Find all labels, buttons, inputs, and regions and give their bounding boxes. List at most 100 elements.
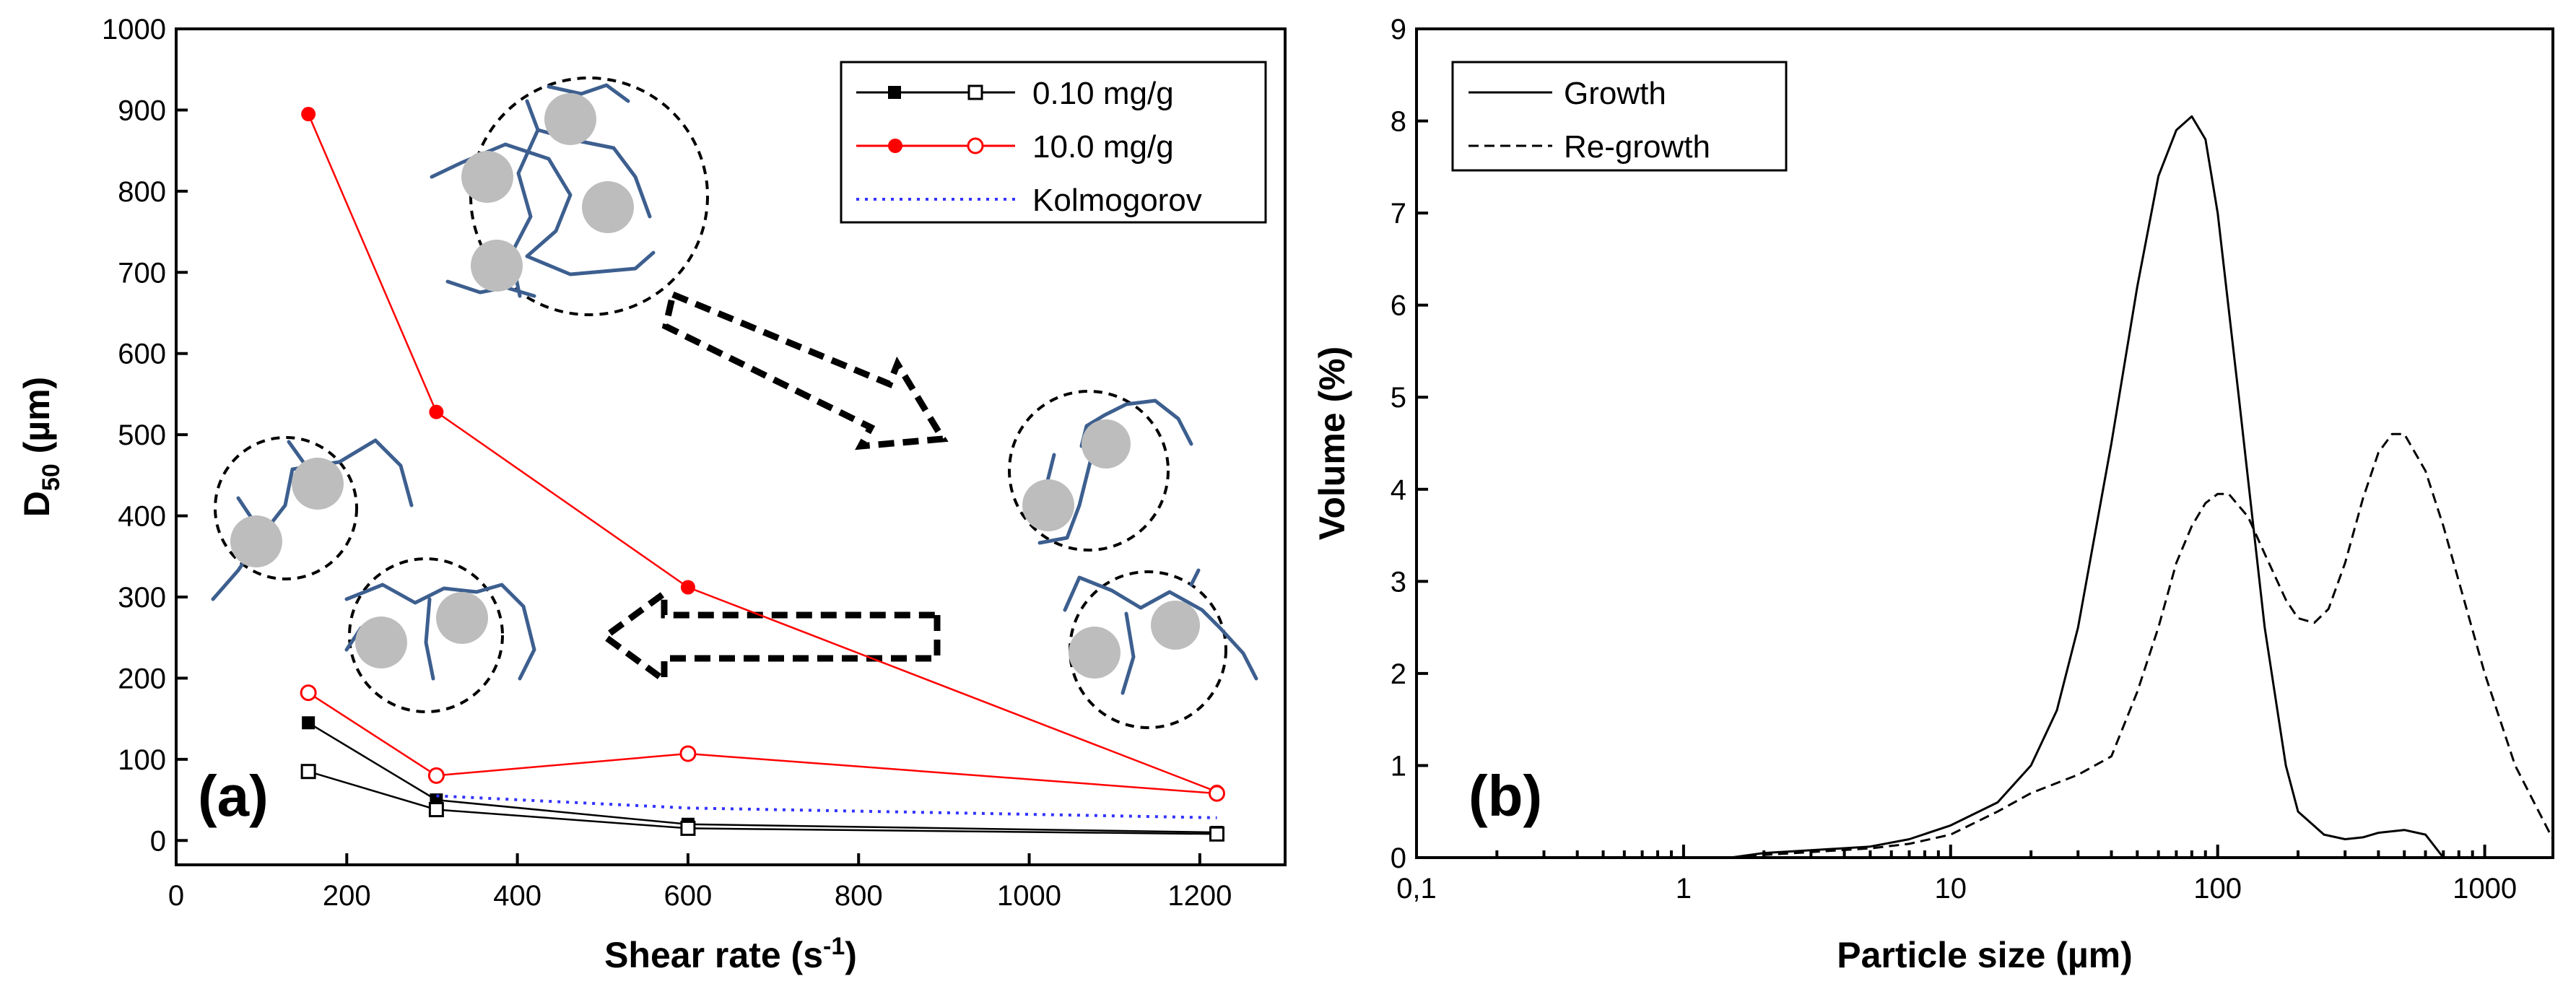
data-point-square-open <box>300 764 316 780</box>
arrow-right-icon <box>661 289 949 450</box>
panel-a-frame <box>175 27 1287 866</box>
fibre-strand <box>1037 460 1092 545</box>
series-line-0 <box>308 722 1217 834</box>
undefined <box>1063 568 1258 729</box>
undefined <box>430 77 709 316</box>
legend-label-regrowth: Re-growth <box>1564 129 1710 165</box>
particle-circle <box>1082 419 1131 469</box>
floc-illustrations <box>211 77 1258 729</box>
panel-b-x-tick-label: 0,1 <box>1396 873 1437 905</box>
panel-a-y-tick-label: 600 <box>118 339 166 370</box>
legend-marker-square-filled <box>888 86 901 99</box>
panel-b-frame <box>1415 27 2554 859</box>
panel-a-y-tick-label: 1000 <box>102 14 166 45</box>
panel-b-y-tick-label: 1 <box>1391 750 1406 782</box>
panel-b-y-tick-label: 5 <box>1391 382 1406 414</box>
panel-b-legend: Growth Re-growth <box>1451 61 1788 172</box>
panel-a-legend: 0.10 mg/g 10.0 mg/g Kolmogorov <box>840 61 1267 224</box>
panel-a-y-axis-title-main: D <box>17 491 57 517</box>
panel-a-x-axis-title-end: ) <box>845 935 857 975</box>
panel-a-x-tick-label: 1200 <box>1167 880 1232 912</box>
panel-b-x-tick-label: 100 <box>2193 873 2242 905</box>
panel-b-x-tick-label: 10 <box>1935 873 1967 905</box>
panel-a-y-axis-title: D50 (µm) <box>17 377 65 517</box>
legend-box <box>840 61 1267 224</box>
legend-marker-square-open <box>967 84 983 100</box>
fibre-strand <box>1079 398 1193 448</box>
panel-b-label: (b) <box>1468 764 1542 828</box>
arrow-left-icon <box>599 587 941 687</box>
particle-circle <box>1151 601 1200 650</box>
data-point-circle-open <box>1208 785 1225 802</box>
panel-a-y-tick-label: 100 <box>118 744 166 776</box>
panel-a-ticks: 0 200 400 600 800 1000 1200 0 100 200 300 400 500 600… <box>102 14 1232 912</box>
fibre-strand <box>1189 568 1201 587</box>
data-point-square-open <box>428 802 444 818</box>
panel-b-y-tick-label: 3 <box>1391 566 1406 598</box>
panel-a-y-tick-label: 400 <box>118 501 166 533</box>
floc-boundary-circle <box>348 557 504 713</box>
fibre-strand <box>547 83 630 103</box>
panel-a-y-tick-label: 200 <box>118 663 166 694</box>
data-point-square-filled <box>302 716 316 730</box>
panel-a-y-tick-label: 0 <box>150 825 166 857</box>
chart-panel-b: 0,1 1 10 100 1000 0 1 2 3 4 5 6 7 8 9 Growth Re-growth… <box>1312 14 2554 975</box>
panel-a-y-axis-title-end: (µm) <box>17 377 57 463</box>
undefined <box>211 436 414 601</box>
particle-circle <box>292 458 344 510</box>
series-line-1 <box>308 770 1217 835</box>
undefined <box>1008 390 1193 552</box>
undefined <box>344 557 536 713</box>
particle-circle <box>436 592 488 644</box>
particle-circle <box>582 181 634 233</box>
particle-circle <box>544 93 596 145</box>
panel-a-y-tick-label: 500 <box>118 419 166 451</box>
panel-b-y-tick-label: 7 <box>1391 198 1406 230</box>
fibre-strand <box>344 583 536 681</box>
series-line-4 <box>436 794 1217 819</box>
panel-a-x-tick-label: 400 <box>493 880 541 912</box>
panel-a-y-tick-label: 300 <box>118 582 166 614</box>
legend-marker-circle-filled <box>888 139 902 153</box>
data-point-square-open <box>1209 826 1224 842</box>
legend-label-kolmogorov: Kolmogorov <box>1032 183 1202 218</box>
panel-b-ticks: 0,1 1 10 100 1000 0 1 2 3 4 5 6 7 8 9 <box>1391 14 2517 905</box>
data-point-circle-open <box>300 684 317 702</box>
panel-b-y-tick-label: 8 <box>1391 106 1406 138</box>
panel-a-series <box>300 107 1225 842</box>
panel-b-series <box>1730 115 2553 858</box>
panel-b-x-axis-title: Particle size (µm) <box>1837 935 2133 975</box>
floc-boundary-circle <box>1008 390 1170 552</box>
series-line-2 <box>307 113 1217 793</box>
panel-a-y-tick-label: 800 <box>118 176 166 208</box>
fibre-strand <box>287 440 305 464</box>
floc-boundary-circle <box>214 436 358 580</box>
data-point-circle-open <box>679 745 697 762</box>
data-point-circle-open <box>427 767 445 784</box>
panel-a-x-axis-title-sup: -1 <box>823 933 845 960</box>
particle-circle <box>230 515 282 567</box>
legend-marker-circle-open <box>967 137 984 154</box>
panel-b-y-tick-label: 9 <box>1391 14 1406 45</box>
legend-label-010: 0.10 mg/g <box>1032 76 1174 111</box>
particle-circle <box>1022 479 1074 531</box>
panel-b-x-tick-label: 1 <box>1676 873 1692 905</box>
legend-label-10: 10.0 mg/g <box>1032 129 1174 165</box>
data-point-circle-filled <box>680 580 695 595</box>
panel-b-y-tick-label: 2 <box>1391 658 1406 690</box>
panel-a-y-tick-label: 700 <box>118 257 166 289</box>
particle-circle <box>1069 627 1121 679</box>
panel-a-x-tick-label: 800 <box>835 880 883 912</box>
panel-a-x-axis-title-main: Shear rate (s <box>604 935 823 975</box>
particle-circle <box>355 617 407 668</box>
fibre-strand <box>424 597 435 681</box>
panel-b-y-axis-title: Volume (%) <box>1312 347 1352 541</box>
fibre-strand <box>1121 611 1136 695</box>
series-line-re-growth <box>1730 432 2553 858</box>
panel-a-x-tick-label: 600 <box>664 880 713 912</box>
data-point-circle-filled <box>301 107 316 122</box>
series-line-3 <box>308 692 1217 795</box>
panel-a-x-axis-title: Shear rate (s-1) <box>604 933 857 975</box>
panel-b-x-tick-label: 1000 <box>2453 873 2517 905</box>
